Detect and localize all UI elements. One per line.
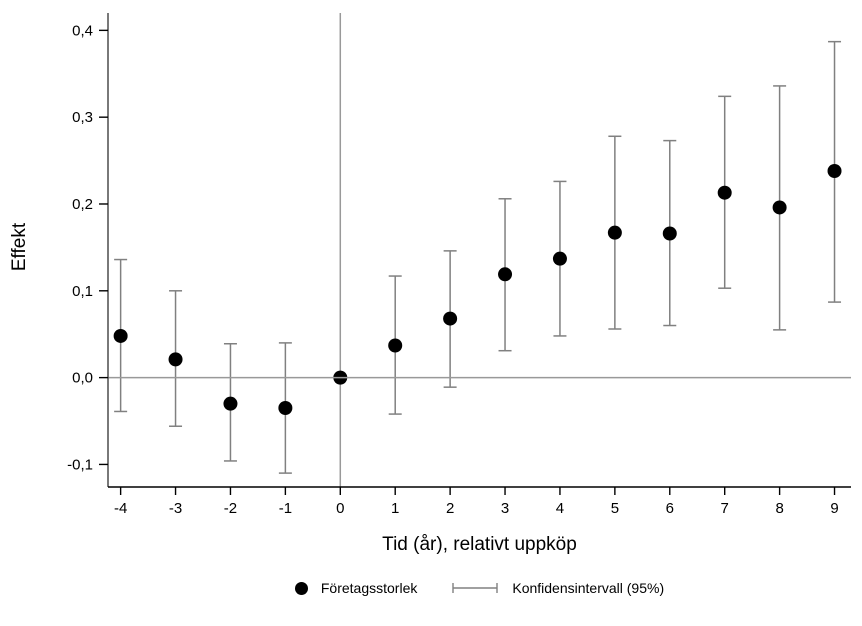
x-axis-title: Tid (år), relativt uppköp <box>382 534 577 555</box>
y-axis-title: Effekt <box>9 222 30 272</box>
y-tick-label: 0,2 <box>72 196 93 213</box>
x-tick-label: -3 <box>169 500 182 517</box>
y-tick-label: 0,1 <box>72 283 93 300</box>
y-tick-label: 0,3 <box>72 109 93 126</box>
data-point <box>607 225 622 240</box>
y-tick-label: 0,4 <box>72 22 93 39</box>
x-tick-label: 4 <box>556 500 564 517</box>
data-point <box>278 401 293 415</box>
data-point <box>443 311 458 326</box>
data-point <box>388 338 403 353</box>
x-tick-label: 6 <box>666 500 674 517</box>
data-point <box>223 396 238 411</box>
errorbar-marker-icon <box>452 583 499 593</box>
data-point <box>772 200 787 215</box>
data-point <box>662 226 677 241</box>
y-tick-label: -0,1 <box>67 456 93 473</box>
data-point <box>113 328 128 343</box>
x-tick-label: 5 <box>611 500 619 517</box>
x-tick-label: 0 <box>336 500 344 517</box>
x-tick-label: 8 <box>775 500 783 517</box>
data-point <box>717 185 732 200</box>
legend-series-label: Företagsstorlek <box>320 580 418 596</box>
x-tick-label: 1 <box>391 500 399 517</box>
dot-marker-icon <box>294 581 308 595</box>
data-point <box>168 352 183 367</box>
x-tick-label: 3 <box>501 500 509 517</box>
x-tick-label: 2 <box>446 500 454 517</box>
legend-item-series: Företagsstorlek <box>294 580 418 596</box>
data-point <box>498 267 513 282</box>
legend-item-ci: Konfidensintervall (95%) <box>451 580 664 596</box>
x-tick-label: 9 <box>830 500 838 517</box>
legend-ci-label: Konfidensintervall (95%) <box>512 580 665 596</box>
y-tick-label: 0,0 <box>72 370 93 387</box>
data-point <box>552 251 567 266</box>
x-tick-label: 7 <box>721 500 729 517</box>
x-tick-label: -2 <box>224 500 237 517</box>
x-tick-label: -1 <box>279 500 292 517</box>
legend: Företagsstorlek Konfidensintervall (95%) <box>108 576 851 600</box>
x-tick-label: -4 <box>114 500 127 517</box>
data-point <box>827 164 842 178</box>
